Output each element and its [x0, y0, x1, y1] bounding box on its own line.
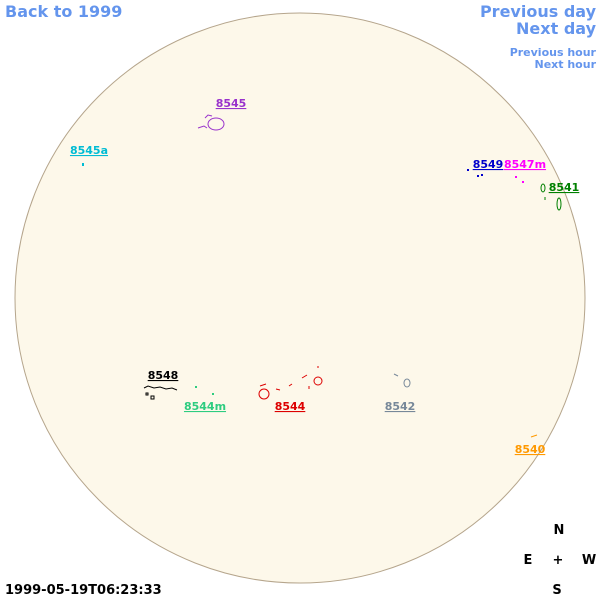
region-label[interactable]: 8542	[385, 400, 416, 413]
region-label[interactable]: 8548	[148, 369, 179, 382]
spot-8540	[530, 434, 538, 438]
compass-center: +	[553, 553, 564, 568]
region-label[interactable]: 8541	[549, 181, 580, 194]
previous-day-link[interactable]: Previous day	[480, 2, 597, 21]
spot-8544m	[195, 386, 214, 395]
spot-8541	[540, 183, 562, 211]
next-day-link[interactable]: Next day	[516, 19, 597, 38]
back-link[interactable]: Back to 1999	[5, 2, 122, 21]
spot-8549	[467, 169, 483, 177]
spot-8548	[143, 385, 178, 400]
spot-8544	[258, 366, 323, 400]
spot-8542	[393, 373, 411, 388]
region-label[interactable]: 8549	[473, 158, 504, 171]
region-label[interactable]: 8545	[216, 97, 247, 110]
region-label[interactable]: 8544	[275, 400, 306, 413]
region-label[interactable]: 8544m	[184, 400, 226, 413]
region-label[interactable]: 8547m	[504, 158, 546, 171]
region-label[interactable]: 8545a	[70, 144, 108, 157]
compass-south: S	[552, 583, 561, 598]
compass-west: W	[582, 553, 596, 568]
compass-east: E	[524, 553, 533, 568]
spot-8545	[197, 114, 225, 131]
region-label[interactable]: 8540	[515, 443, 546, 456]
sunspots	[82, 114, 562, 438]
spot-8545a	[82, 163, 84, 166]
timestamp: 1999-05-19T06:23:33	[5, 583, 162, 598]
spot-8547m	[515, 176, 524, 183]
compass-north: N	[554, 523, 565, 538]
previous-hour-link[interactable]: Previous hour	[510, 46, 597, 59]
solar-disk	[14, 12, 586, 584]
next-hour-link[interactable]: Next hour	[535, 58, 597, 71]
